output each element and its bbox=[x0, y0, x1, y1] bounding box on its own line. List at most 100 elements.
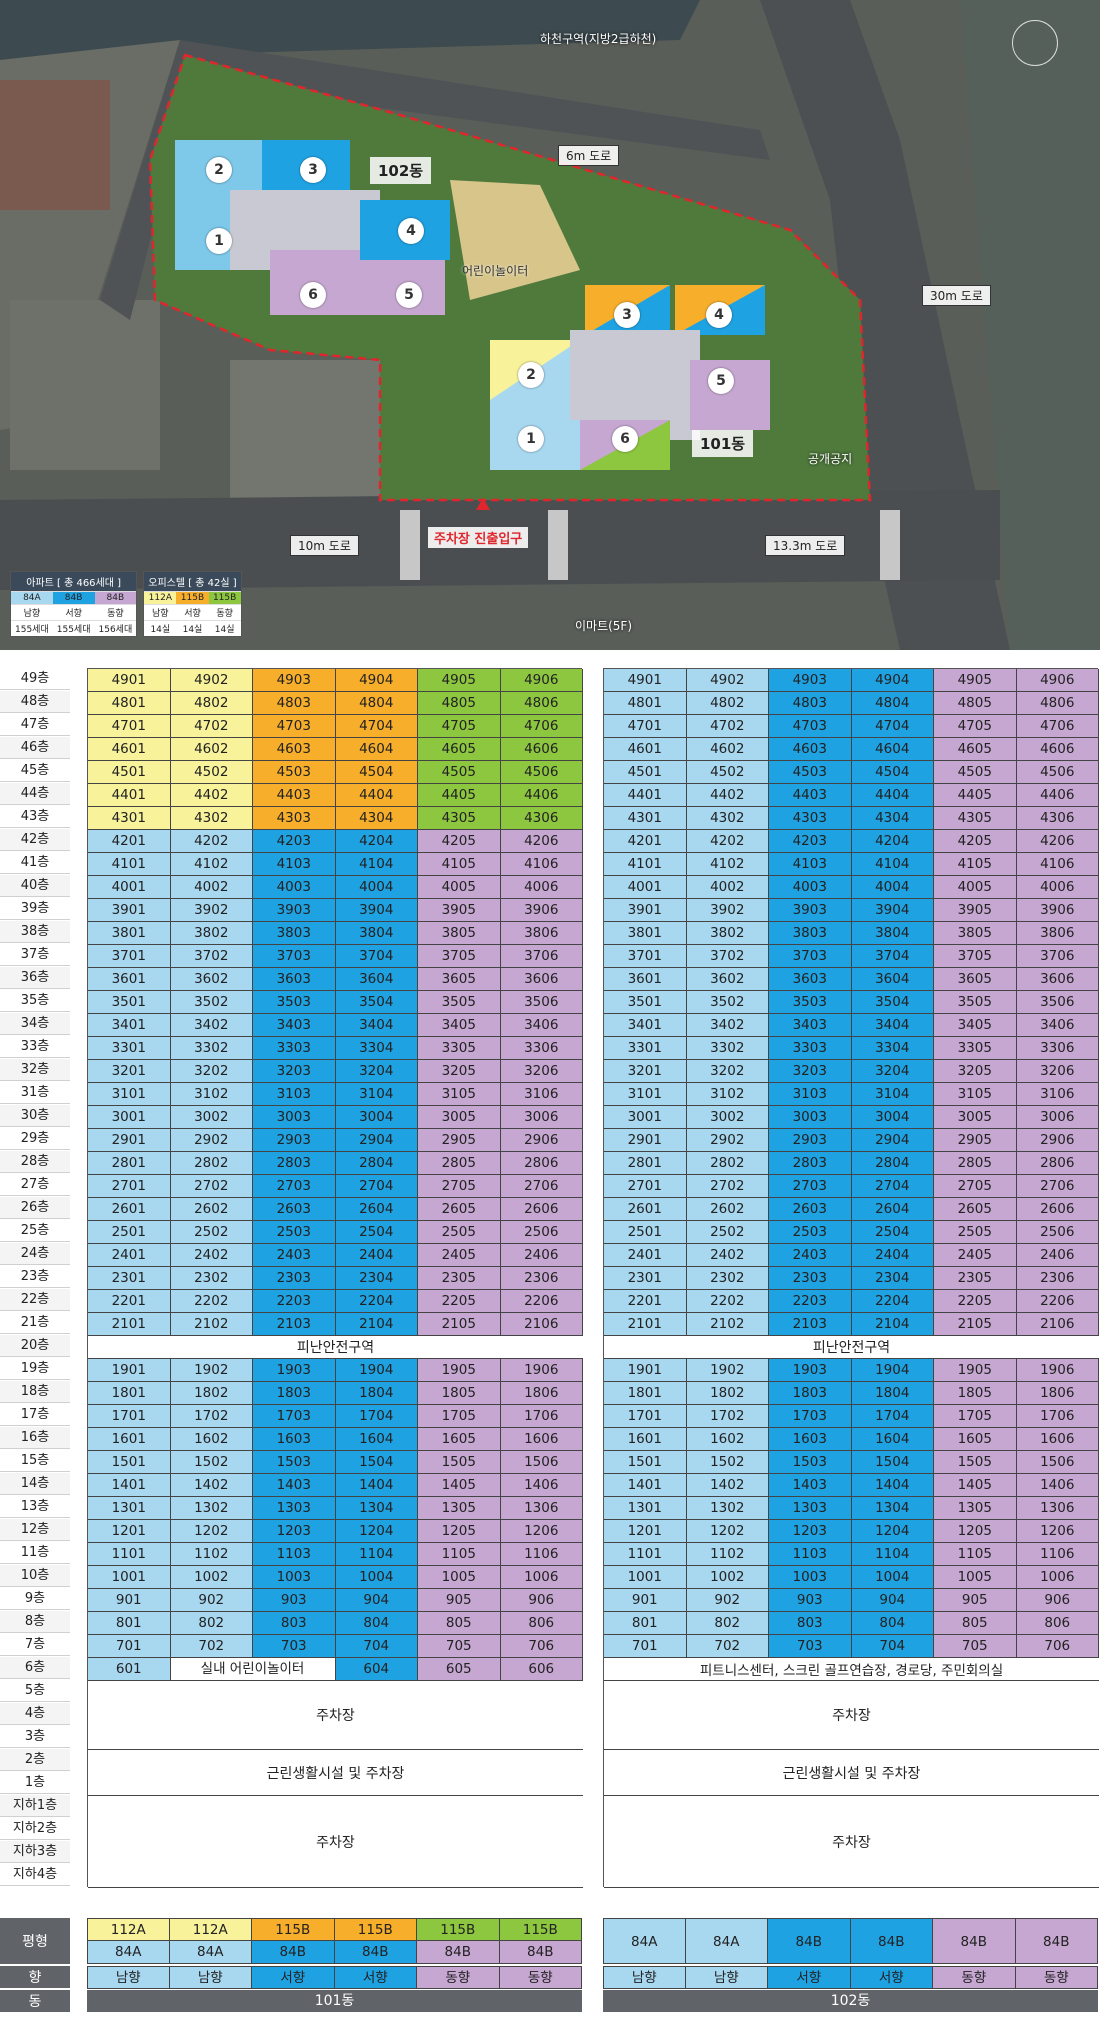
unit-cell: 1405 bbox=[934, 1474, 1017, 1497]
unit-cell: 3101 bbox=[604, 1083, 687, 1106]
unit-cell: 3906 bbox=[1016, 899, 1099, 922]
direction-cell: 남향 bbox=[685, 1966, 768, 1989]
unit-cell: 2102 bbox=[686, 1313, 769, 1336]
unit-cell: 4804 bbox=[335, 692, 418, 715]
unit-cell: 4304 bbox=[335, 807, 418, 830]
unit-cell: 3905 bbox=[934, 899, 1017, 922]
legend-type: 115B bbox=[176, 591, 209, 604]
unit-cell: 3702 bbox=[170, 945, 253, 968]
unit-cell: 4102 bbox=[686, 853, 769, 876]
floor-label: 35층 bbox=[0, 990, 70, 1012]
unit-cell: 4001 bbox=[88, 876, 171, 899]
unit-cell: 4802 bbox=[170, 692, 253, 715]
unit-cell: 4904 bbox=[335, 669, 418, 692]
unit-cell: 2801 bbox=[604, 1152, 687, 1175]
legend-type: 115B bbox=[208, 591, 241, 604]
unit-cell: 4006 bbox=[500, 876, 583, 899]
unit-cell: 3106 bbox=[1016, 1083, 1099, 1106]
unit-cell: 1004 bbox=[851, 1566, 934, 1589]
unit-cell: 3103 bbox=[769, 1083, 852, 1106]
unit-cell: 4906 bbox=[1016, 669, 1099, 692]
unit-cell: 3206 bbox=[500, 1060, 583, 1083]
unit-cell: 4803 bbox=[253, 692, 336, 715]
floor-label: 14층 bbox=[0, 1473, 70, 1495]
direction-cell: 남향 bbox=[87, 1966, 170, 1989]
tower-102-table: 4901 4902 4903 4904 4905 4906 4801 4802 4803 4804… bbox=[603, 668, 1099, 1888]
unit-cell: 1101 bbox=[604, 1543, 687, 1566]
unit-cell: 3603 bbox=[769, 968, 852, 991]
unit-cell: 2403 bbox=[253, 1244, 336, 1267]
river-label: 하천구역(지방2급하천) bbox=[540, 32, 657, 46]
unit-cell: 905 bbox=[934, 1589, 1017, 1612]
unit-cell: 3404 bbox=[851, 1014, 934, 1037]
unit-cell: 4201 bbox=[604, 830, 687, 853]
unit-102-3: 3 bbox=[300, 157, 326, 183]
unit-cell: 4003 bbox=[769, 876, 852, 899]
unit-cell: 1802 bbox=[686, 1382, 769, 1405]
unit-cell: 3701 bbox=[88, 945, 171, 968]
unit-cell: 1804 bbox=[851, 1382, 934, 1405]
legend-dir: 동향 bbox=[208, 604, 241, 620]
tower-101-table: 4901 4902 4903 4904 4905 4906 4801 4802 4803 4804… bbox=[87, 668, 583, 1888]
unit-cell: 4406 bbox=[1016, 784, 1099, 807]
unit-cell: 4805 bbox=[418, 692, 501, 715]
unit-cell: 1404 bbox=[851, 1474, 934, 1497]
unit-cell: 2205 bbox=[418, 1290, 501, 1313]
floor-label: 39층 bbox=[0, 898, 70, 920]
unit-cell: 4101 bbox=[88, 853, 171, 876]
floor-label: 15층 bbox=[0, 1450, 70, 1472]
road-30m-label: 30m 도로 bbox=[922, 285, 991, 306]
unit-cell: 3306 bbox=[1016, 1037, 1099, 1060]
unit-cell: 4205 bbox=[934, 830, 1017, 853]
unit-cell: 3001 bbox=[88, 1106, 171, 1129]
unit-cell: 3406 bbox=[500, 1014, 583, 1037]
unit-cell: 806 bbox=[500, 1612, 583, 1635]
unit-cell: 606 bbox=[500, 1658, 583, 1681]
unit-cell: 1502 bbox=[170, 1451, 253, 1474]
floor-label: 13층 bbox=[0, 1496, 70, 1518]
unit-cell: 3601 bbox=[604, 968, 687, 991]
unit-cell: 1901 bbox=[88, 1359, 171, 1382]
legend-count: 14실 bbox=[144, 620, 177, 636]
unit-cell: 4704 bbox=[851, 715, 934, 738]
unit-cell: 3704 bbox=[335, 945, 418, 968]
unit-cell: 1302 bbox=[170, 1497, 253, 1520]
unit-cell: 4903 bbox=[769, 669, 852, 692]
unit-cell: 2203 bbox=[769, 1290, 852, 1313]
unit-cell: 3804 bbox=[335, 922, 418, 945]
unit-cell: 2801 bbox=[88, 1152, 171, 1175]
unit-cell: 3203 bbox=[253, 1060, 336, 1083]
unit-cell: 1406 bbox=[1016, 1474, 1099, 1497]
unit-cell: 4206 bbox=[500, 830, 583, 853]
unit-cell: 3304 bbox=[851, 1037, 934, 1060]
unit-cell: 2505 bbox=[934, 1221, 1017, 1244]
unit-cell: 4202 bbox=[686, 830, 769, 853]
floor-label: 1층 bbox=[0, 1772, 70, 1794]
unit-cell: 1304 bbox=[851, 1497, 934, 1520]
unit-cell: 1206 bbox=[1016, 1520, 1099, 1543]
unit-cell: 2904 bbox=[335, 1129, 418, 1152]
unit-cell: 2703 bbox=[769, 1175, 852, 1198]
unit-cell: 4801 bbox=[88, 692, 171, 715]
unit-cell: 4306 bbox=[500, 807, 583, 830]
unit-cell: 4301 bbox=[604, 807, 687, 830]
unit-cell: 3304 bbox=[335, 1037, 418, 1060]
unit-cell: 3303 bbox=[769, 1037, 852, 1060]
unit-cell: 4004 bbox=[335, 876, 418, 899]
unit-102-5: 5 bbox=[396, 282, 422, 308]
unit-cell: 3604 bbox=[851, 968, 934, 991]
unit-cell: 705 bbox=[418, 1635, 501, 1658]
unit-cell: 4101 bbox=[604, 853, 687, 876]
direction-cell: 동향 bbox=[417, 1966, 500, 1989]
floor-label: 46층 bbox=[0, 737, 70, 759]
unit-cell: 1302 bbox=[686, 1497, 769, 1520]
unit-cell: 3305 bbox=[934, 1037, 1017, 1060]
road-13m-label: 13.3m 도로 bbox=[765, 535, 846, 556]
unit-cell: 1805 bbox=[934, 1382, 1017, 1405]
unit-cell: 1205 bbox=[934, 1520, 1017, 1543]
unit-cell: 3805 bbox=[934, 922, 1017, 945]
unit-cell: 1306 bbox=[500, 1497, 583, 1520]
unit-cell: 1604 bbox=[335, 1428, 418, 1451]
unit-cell: 1602 bbox=[686, 1428, 769, 1451]
unit-cell: 1406 bbox=[500, 1474, 583, 1497]
